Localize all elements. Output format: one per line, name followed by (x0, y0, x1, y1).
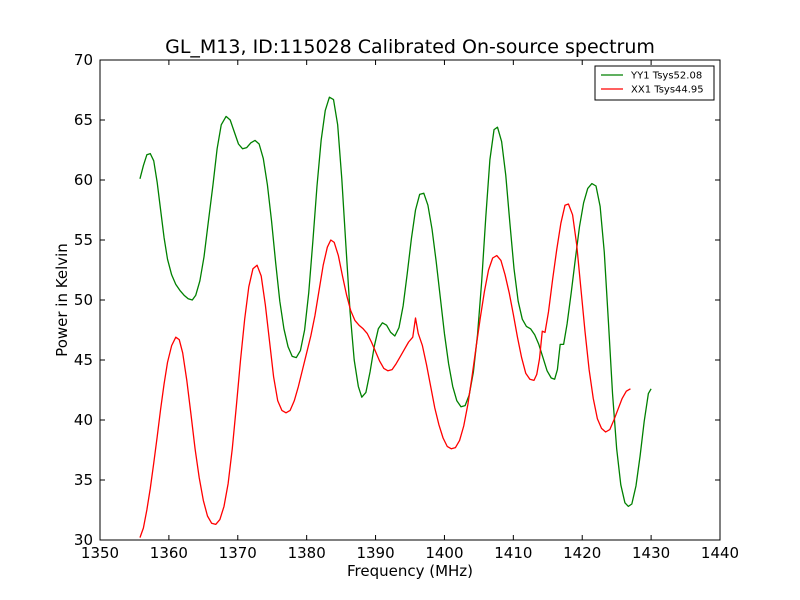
y-tick-label: 50 (74, 291, 93, 309)
y-tick-label: 55 (74, 231, 93, 249)
legend-box (594, 65, 715, 101)
y-axis-label: Power in Kelvin (53, 243, 71, 357)
legend: YY1 Tsys52.08 XX1 Tsys44.95 (594, 65, 715, 101)
series-line-1 (139, 96, 652, 508)
series-line-2 (139, 203, 631, 538)
x-tick-label: 1360 (150, 544, 188, 562)
y-tick-label: 40 (74, 411, 93, 429)
x-tick-label: 1420 (563, 544, 601, 562)
chart-title: GL_M13, ID:115028 Calibrated On-source s… (165, 36, 655, 58)
x-tick-label: 1350 (81, 544, 119, 562)
x-tick-label: 1430 (632, 544, 670, 562)
x-tick-label: 1400 (425, 544, 463, 562)
x-axis-label: Frequency (MHz) (347, 562, 473, 580)
legend-label: YY1 Tsys52.08 (630, 71, 702, 82)
y-tick-label: 35 (74, 471, 93, 489)
y-tick-label: 70 (74, 51, 93, 69)
x-tick-label: 1390 (356, 544, 394, 562)
x-tick-label: 1440 (701, 544, 739, 562)
y-tick-label: 65 (74, 111, 93, 129)
y-tick-label: 45 (74, 351, 93, 369)
x-tick-label: 1410 (494, 544, 532, 562)
legend-label: XX1 Tsys44.95 (631, 85, 704, 96)
y-tick-label: 60 (74, 171, 93, 189)
tick-group: 1350 1360 1370 1380 1390 1400 1410 1420 1430 1440… (74, 51, 739, 562)
x-tick-label: 1370 (219, 544, 257, 562)
plot-area (139, 96, 652, 538)
y-tick-label: 30 (74, 531, 93, 549)
x-tick-label: 1380 (288, 544, 326, 562)
